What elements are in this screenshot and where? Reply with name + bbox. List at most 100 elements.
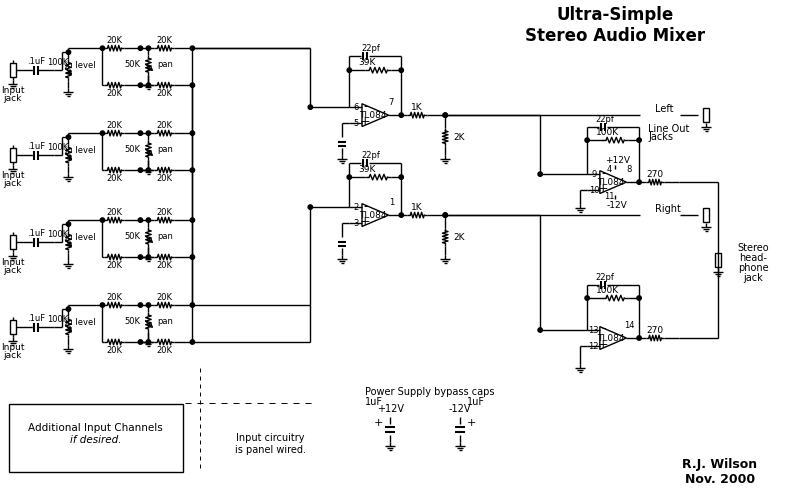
Text: jack: jack <box>743 273 763 283</box>
Circle shape <box>138 46 142 50</box>
Text: 6: 6 <box>354 102 359 112</box>
Text: Input: Input <box>1 170 24 179</box>
Text: Left: Left <box>655 104 674 114</box>
Text: 20K: 20K <box>157 208 173 216</box>
Text: 100K: 100K <box>595 286 618 294</box>
Text: jack: jack <box>3 266 22 274</box>
Circle shape <box>399 113 403 117</box>
Text: 20K: 20K <box>106 260 122 270</box>
Text: pan: pan <box>158 316 174 326</box>
Text: 50K: 50K <box>125 232 141 240</box>
Circle shape <box>66 307 70 311</box>
Text: 10: 10 <box>589 186 599 194</box>
Circle shape <box>100 303 105 307</box>
Circle shape <box>190 168 194 172</box>
Text: +: + <box>360 114 370 128</box>
Circle shape <box>399 213 403 218</box>
Text: Input: Input <box>1 342 24 351</box>
Circle shape <box>146 46 150 50</box>
Bar <box>715 253 721 267</box>
Circle shape <box>66 135 70 140</box>
Text: head-: head- <box>739 253 767 263</box>
Text: pan: pan <box>158 232 174 240</box>
Text: 20K: 20K <box>157 36 173 44</box>
Bar <box>10 235 15 249</box>
Text: +: + <box>374 418 383 428</box>
Text: 4: 4 <box>606 164 612 173</box>
Text: +: + <box>360 214 370 228</box>
Circle shape <box>138 218 142 222</box>
Bar <box>9 404 183 472</box>
Text: 50K: 50K <box>125 316 141 326</box>
Circle shape <box>100 218 105 222</box>
Text: -12V: -12V <box>449 404 471 414</box>
Text: Input circuitry: Input circuitry <box>236 433 305 443</box>
Circle shape <box>66 222 70 226</box>
Circle shape <box>399 68 403 72</box>
Text: TL084: TL084 <box>598 178 625 186</box>
Text: 50K: 50K <box>125 144 141 154</box>
Circle shape <box>190 83 194 87</box>
Text: 9: 9 <box>591 170 597 178</box>
Circle shape <box>443 113 447 117</box>
Circle shape <box>190 131 194 136</box>
Circle shape <box>66 50 70 54</box>
Text: Line Out: Line Out <box>648 124 690 134</box>
Text: 8: 8 <box>626 164 632 173</box>
Text: +: + <box>598 338 609 350</box>
Text: 100K: 100K <box>47 58 68 66</box>
Text: is panel wired.: is panel wired. <box>235 445 306 455</box>
Bar <box>703 108 709 122</box>
Text: 270: 270 <box>646 170 664 178</box>
Bar <box>10 320 15 334</box>
Text: 20K: 20K <box>157 88 173 98</box>
Text: TL084: TL084 <box>359 110 387 120</box>
Circle shape <box>146 168 150 172</box>
Circle shape <box>138 303 142 307</box>
Text: 1K: 1K <box>411 102 423 112</box>
Circle shape <box>138 83 142 87</box>
Text: 7: 7 <box>389 98 394 106</box>
Text: 14: 14 <box>624 320 634 330</box>
Circle shape <box>138 131 142 136</box>
Text: Stereo: Stereo <box>738 243 769 253</box>
Circle shape <box>585 138 590 142</box>
Circle shape <box>138 340 142 344</box>
Text: -: - <box>601 322 606 336</box>
Circle shape <box>347 68 351 72</box>
Circle shape <box>637 296 642 300</box>
Circle shape <box>538 172 542 176</box>
Text: 20K: 20K <box>106 292 122 302</box>
Circle shape <box>308 205 313 210</box>
Text: 20K: 20K <box>106 174 122 182</box>
Text: pan: pan <box>158 60 174 68</box>
Circle shape <box>190 255 194 260</box>
Bar <box>10 63 15 77</box>
Text: -12V: -12V <box>606 200 627 209</box>
Text: 13: 13 <box>588 326 598 334</box>
Text: 1uF: 1uF <box>366 397 383 407</box>
Circle shape <box>347 175 351 180</box>
Circle shape <box>146 340 150 344</box>
Text: in level: in level <box>66 146 96 154</box>
Bar <box>10 148 15 162</box>
Text: 20K: 20K <box>157 292 173 302</box>
Text: Input: Input <box>1 86 24 94</box>
Text: 270: 270 <box>646 326 664 334</box>
Text: Right: Right <box>655 204 681 214</box>
Circle shape <box>138 168 142 172</box>
Text: 20K: 20K <box>157 346 173 354</box>
Text: 1K: 1K <box>411 202 423 211</box>
Circle shape <box>443 213 447 218</box>
Text: 22pf: 22pf <box>362 150 381 160</box>
Text: 20K: 20K <box>157 260 173 270</box>
Circle shape <box>190 303 194 307</box>
Text: jack: jack <box>3 178 22 188</box>
Text: -: - <box>601 166 606 179</box>
Text: in level: in level <box>66 232 96 241</box>
Text: Jacks: Jacks <box>648 132 673 142</box>
Text: 1uF: 1uF <box>467 397 486 407</box>
Circle shape <box>585 296 590 300</box>
Text: 5: 5 <box>354 118 359 128</box>
Text: 100K: 100K <box>595 128 618 136</box>
